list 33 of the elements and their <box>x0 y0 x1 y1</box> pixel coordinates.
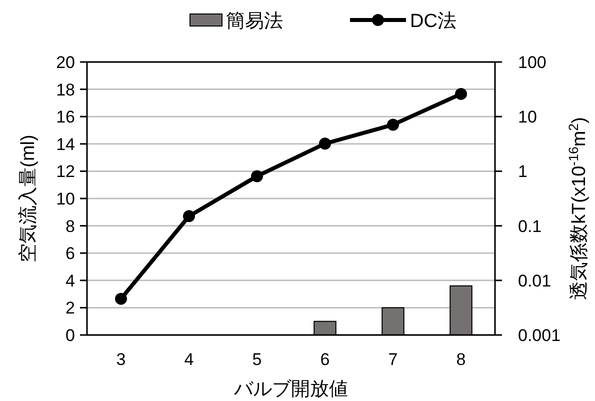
y-tick-label: 14 <box>56 134 75 154</box>
y-axis-title: 空気流入量(ml) <box>17 134 39 262</box>
legend-label: DC法 <box>410 11 456 32</box>
y2-tick-label: 1 <box>518 162 528 182</box>
y-tick-label: 10 <box>56 190 75 208</box>
point <box>183 210 195 222</box>
y2-tick-label: 100 <box>518 53 546 72</box>
y-tick-label: 18 <box>56 80 75 100</box>
x-tick-label: 7 <box>388 350 398 369</box>
point <box>455 88 467 100</box>
y-tick-label: 2 <box>66 298 75 318</box>
x-tick-label: 3 <box>116 350 126 369</box>
y-tick-label: 12 <box>56 162 75 182</box>
point <box>115 292 127 305</box>
x-tick-label: 8 <box>456 350 466 369</box>
legend-label: 簡易法 <box>226 11 283 32</box>
y-tick-label: 6 <box>66 244 75 264</box>
y2-tick-label: 0.01 <box>518 271 552 290</box>
y2-tick-label: 10 <box>518 108 537 127</box>
y-tick-label: 8 <box>66 216 75 236</box>
x-tick-label: 5 <box>252 350 262 369</box>
x-tick-label: 4 <box>184 350 194 369</box>
x-tick-label: 6 <box>320 350 330 369</box>
y-tick-label: 20 <box>56 53 75 72</box>
y-tick-label: 4 <box>66 271 75 290</box>
point <box>319 138 331 150</box>
y-tick-label: 0 <box>66 326 75 345</box>
point <box>387 118 399 131</box>
y2-tick-label: 0.1 <box>518 216 542 236</box>
y-tick-label: 16 <box>56 108 75 127</box>
y2-tick-label: 0.001 <box>518 326 561 345</box>
x-axis-title: バルブ開放値 <box>233 379 348 400</box>
point <box>251 170 263 182</box>
